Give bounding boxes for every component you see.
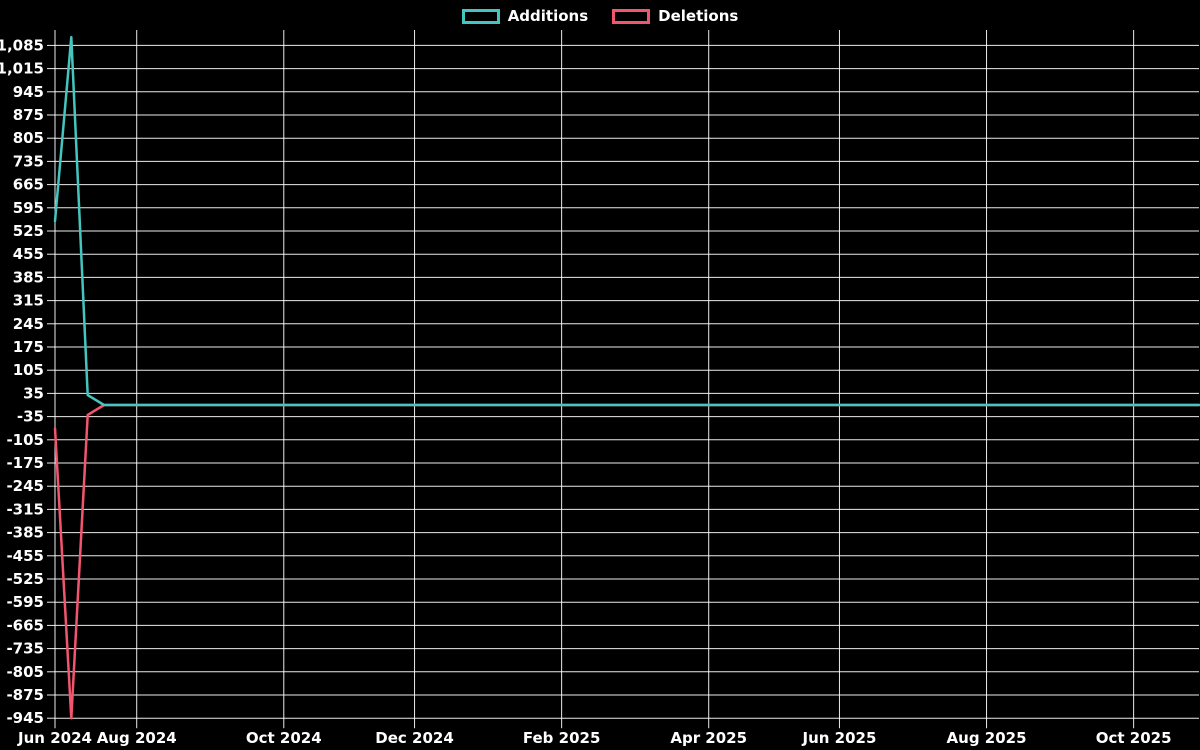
- y-axis-label: -875: [6, 686, 44, 704]
- y-axis-label: 525: [13, 222, 44, 240]
- x-axis-label: Aug 2024: [97, 729, 177, 747]
- y-axis-label: 175: [13, 338, 44, 356]
- x-axis-label: Dec 2024: [375, 729, 454, 747]
- legend-item-additions[interactable]: Additions: [461, 7, 589, 25]
- additions-line: [53, 35, 1200, 407]
- y-axis-label: -315: [6, 500, 44, 518]
- y-axis-label: 245: [13, 315, 44, 333]
- chart-legend: Additions Deletions: [0, 7, 1200, 25]
- x-axis-label: Apr 2025: [670, 729, 747, 747]
- deletions-legend-label: Deletions: [658, 7, 739, 25]
- additions-legend-label: Additions: [507, 7, 589, 25]
- x-axis-label: Jun 2024: [17, 729, 92, 747]
- x-axis-label: Jun 2025: [801, 729, 876, 747]
- y-axis-label: -175: [6, 454, 44, 472]
- legend-item-deletions[interactable]: Deletions: [612, 7, 738, 25]
- y-axis-label: 455: [13, 245, 44, 263]
- y-axis-label: 945: [13, 83, 44, 101]
- y-axis-label: 595: [13, 199, 44, 217]
- y-axis-label: -35: [17, 408, 44, 426]
- y-axis-label: -945: [6, 709, 44, 727]
- y-axis-label: -595: [6, 593, 44, 611]
- y-axis-label: 875: [13, 106, 44, 124]
- y-axis-label: -385: [6, 524, 44, 542]
- y-axis-label: 665: [13, 176, 44, 194]
- y-axis-label: 805: [13, 129, 44, 147]
- x-axis-label: Oct 2025: [1096, 729, 1172, 747]
- y-axis-label: 35: [23, 384, 44, 402]
- y-axis-label: 385: [13, 268, 44, 286]
- y-axis-label: -455: [6, 547, 44, 565]
- y-axis-label: -735: [6, 640, 44, 658]
- x-axis-label: Feb 2025: [523, 729, 601, 747]
- deletions-line: [53, 403, 1200, 720]
- y-axis-label: 1,015: [0, 60, 44, 78]
- y-axis-label: 1,085: [0, 36, 44, 54]
- y-axis-label: 735: [13, 152, 44, 170]
- y-axis-label: 105: [13, 361, 44, 379]
- y-axis-label: -525: [6, 570, 44, 588]
- y-axis-label: 315: [13, 292, 44, 310]
- deletions-swatch-icon: [612, 8, 651, 24]
- y-axis-label: -105: [6, 431, 44, 449]
- x-axis-label: Aug 2025: [947, 729, 1027, 747]
- y-axis-label: -805: [6, 663, 44, 681]
- y-axis-label: -245: [6, 477, 44, 495]
- y-axis-label: -665: [6, 616, 44, 634]
- additions-swatch-icon: [461, 8, 500, 24]
- x-axis-label: Oct 2024: [246, 729, 322, 747]
